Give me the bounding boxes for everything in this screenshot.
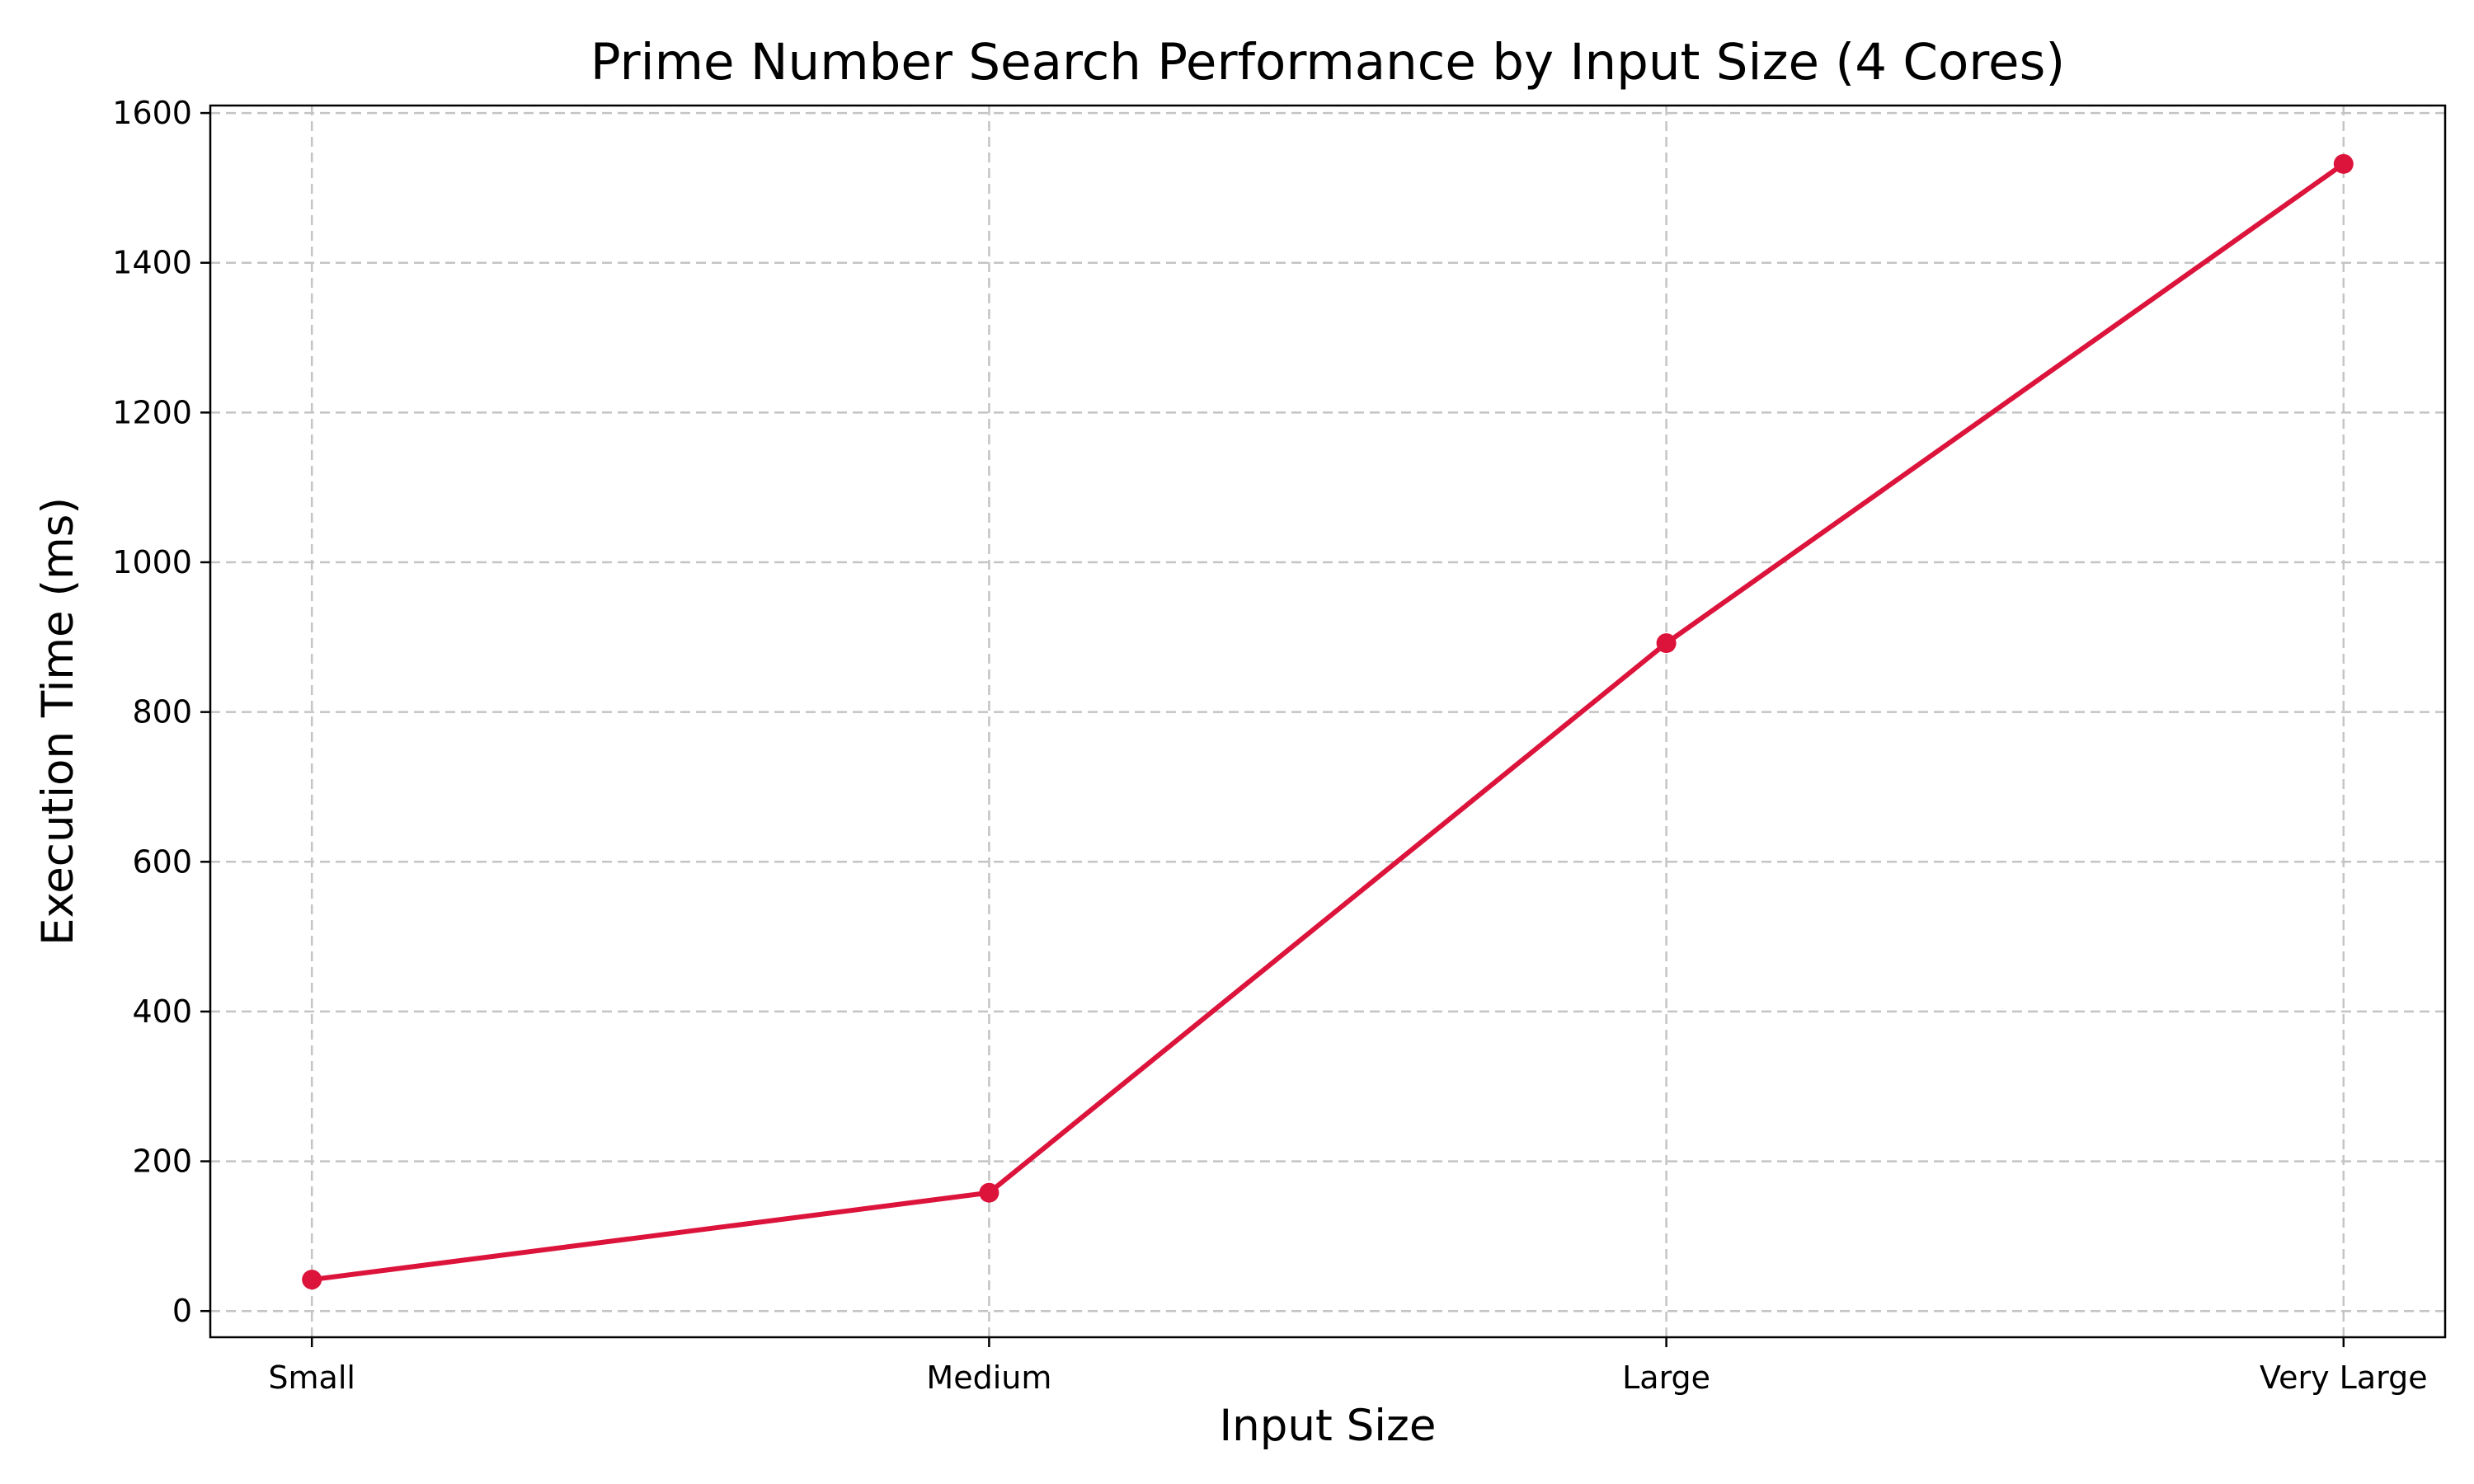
y-tick-label: 1000 [112,544,192,580]
y-tick-label: 200 [132,1144,192,1180]
x-tick-label: Medium [926,1360,1051,1396]
data-point-very-large [2333,153,2354,174]
y-tick-label: 1600 [112,95,192,131]
y-tick-label: 600 [132,843,192,880]
x-tick-label: Large [1622,1360,1710,1396]
y-tick-label: 400 [132,993,192,1030]
y-axis-ticks: 0 200 400 600 800 1000 1200 1400 1600 [112,95,210,1329]
x-tick-label: Small [268,1360,355,1396]
y-tick-label: 0 [172,1293,192,1329]
chart-title: Prime Number Search Performance by Input… [590,33,2065,92]
y-tick-label: 1400 [112,245,192,281]
data-point-large [1656,633,1677,654]
plot-area-border [209,104,2447,1339]
y-tick-label: 1200 [112,394,192,430]
grid [210,106,2445,1337]
series-line [309,161,2346,1283]
x-tick-label: Very Large [2260,1360,2428,1396]
x-axis-ticks: Small Medium Large Very Large [268,1337,2428,1396]
data-point-medium [979,1182,999,1203]
data-point-small [302,1270,322,1290]
x-axis-label: Input Size [1220,1401,1437,1451]
plot-frame [209,104,2447,1339]
y-axis-label: Execution Time (ms) [33,497,83,946]
series-group [302,153,2354,1290]
y-tick-label: 800 [132,694,192,730]
